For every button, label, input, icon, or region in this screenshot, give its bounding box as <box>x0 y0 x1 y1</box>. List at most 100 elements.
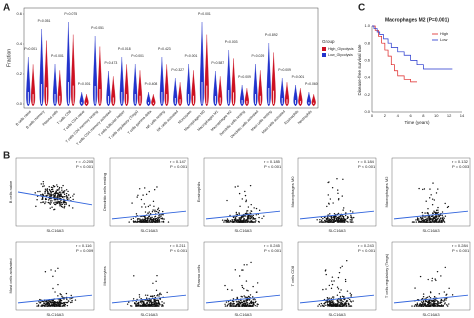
survival-curve <box>372 25 453 70</box>
p-value: P=0.001 <box>292 75 305 79</box>
scatter-point <box>335 217 338 220</box>
scatter-point <box>147 212 149 214</box>
scatter-point <box>47 304 49 306</box>
scatter-point <box>442 304 444 307</box>
scatter-point <box>247 206 250 208</box>
stat-r: r = 0.132 <box>452 159 469 164</box>
scatter-point <box>327 194 329 196</box>
scatter-point <box>422 216 424 218</box>
scatter-point <box>339 296 342 298</box>
scatter-point <box>419 302 421 305</box>
scatter-point <box>245 200 247 203</box>
scatter-point <box>49 193 51 196</box>
scatter-point <box>156 186 158 188</box>
scatter-point <box>66 298 68 301</box>
scatter-point <box>341 305 344 307</box>
scatter-point <box>346 220 348 223</box>
scatter-point <box>421 303 423 306</box>
scatter-point <box>342 209 344 211</box>
scatter-point <box>247 290 249 292</box>
p-value: P=0.001 <box>198 12 211 16</box>
scatter-point <box>229 305 231 307</box>
scatter-point <box>53 202 55 204</box>
scatter-point <box>244 221 246 223</box>
x-tick-label: 0 <box>371 113 374 118</box>
scatter-point <box>36 199 38 201</box>
scatter-point <box>154 216 156 218</box>
regression-line <box>393 210 469 220</box>
scatter-point <box>244 194 247 197</box>
scatter-point <box>320 302 323 305</box>
scatter-point <box>148 190 150 193</box>
scatter-point <box>59 300 62 302</box>
scatter-point <box>343 221 345 223</box>
scatter-point <box>144 305 147 307</box>
scatter-point <box>344 212 347 214</box>
scatter-point <box>336 305 338 307</box>
scatter-point <box>329 220 331 222</box>
y-axis-label: Mast cells activated <box>8 259 13 294</box>
scatter-point <box>152 301 154 304</box>
scatter-point <box>329 305 331 307</box>
scatter-point <box>438 219 441 221</box>
scatter-point <box>241 284 243 287</box>
scatter-point <box>143 300 145 303</box>
scatter-point <box>440 221 442 223</box>
scatter-point <box>45 189 47 191</box>
scatter-point <box>55 198 57 201</box>
violin <box>186 63 191 107</box>
scatter-point <box>351 217 353 219</box>
scatter-point <box>238 300 240 302</box>
scatter-point <box>42 304 44 306</box>
scatter-point <box>438 293 441 295</box>
scatter-point <box>346 260 348 262</box>
scatter-point <box>246 264 248 266</box>
scatter-point <box>225 219 228 222</box>
scatter-point <box>429 188 431 190</box>
scatter-point <box>71 301 73 303</box>
scatter-point <box>157 300 160 302</box>
scatter-point <box>153 295 156 297</box>
scatter-point <box>439 214 441 217</box>
scatter-point <box>72 207 74 209</box>
scatter-point <box>252 305 254 307</box>
plot-frame <box>391 241 471 311</box>
scatter-point <box>418 304 421 306</box>
violin <box>226 49 231 107</box>
scatter-point <box>413 305 416 307</box>
scatter-point <box>157 304 159 306</box>
scatter-point <box>148 219 151 222</box>
scatter-point <box>251 301 253 304</box>
scatter-point <box>153 205 155 208</box>
scatter-point <box>335 305 337 307</box>
y-tick-label: 0.2 <box>16 71 22 76</box>
scatter-point <box>445 297 447 300</box>
scatter-point <box>345 305 347 307</box>
scatter-point <box>39 190 41 193</box>
scatter-point <box>140 198 143 201</box>
violin <box>106 70 111 107</box>
scatter-point <box>337 301 340 303</box>
violin <box>306 91 312 107</box>
scatter-point <box>65 292 68 295</box>
scatter-point <box>430 303 433 305</box>
scatter-point <box>350 294 353 296</box>
scatter-point <box>159 221 161 223</box>
scatter-point <box>226 305 228 307</box>
scatter-point <box>151 211 154 213</box>
scatter-point <box>37 305 40 307</box>
p-value: P=0.587 <box>211 61 224 65</box>
scatter-point <box>230 302 232 305</box>
scatter-point <box>145 299 147 302</box>
scatter-point <box>155 299 157 301</box>
scatter-point <box>431 304 434 307</box>
scatter-point <box>327 181 329 184</box>
scatter-point <box>46 302 48 305</box>
violin <box>266 42 271 107</box>
scatter-point <box>419 221 422 223</box>
scatter-point <box>234 305 237 307</box>
y-axis-label: Monocytes <box>102 266 107 285</box>
violin <box>133 63 138 107</box>
